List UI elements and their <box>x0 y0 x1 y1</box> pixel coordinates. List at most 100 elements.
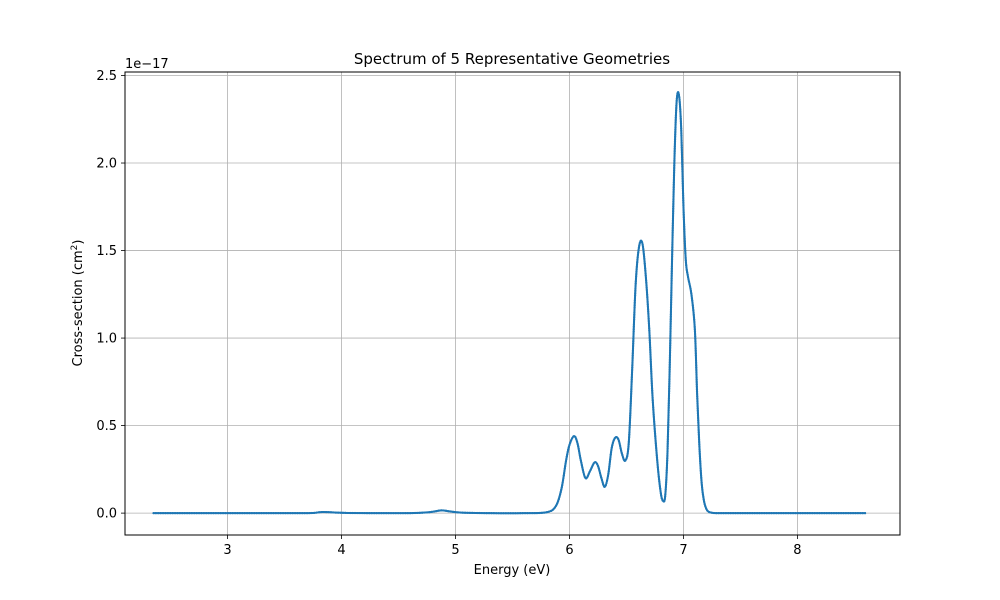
series-point <box>672 198 675 201</box>
series-point <box>674 123 677 126</box>
series-point <box>212 512 215 515</box>
series-point <box>663 500 666 503</box>
series-point <box>648 327 651 330</box>
series-point <box>575 440 579 443</box>
series-point <box>693 323 696 326</box>
series-point <box>413 511 417 515</box>
series-point <box>696 416 700 420</box>
series-point <box>665 476 668 479</box>
series-point <box>631 352 634 355</box>
series-point <box>673 147 676 150</box>
series-point <box>650 387 654 390</box>
series-point <box>859 512 862 515</box>
series-point <box>695 390 699 393</box>
series-point <box>630 376 633 379</box>
series-point <box>226 512 229 515</box>
series-point <box>694 349 697 352</box>
series-point <box>670 284 673 287</box>
series-point <box>521 512 524 515</box>
series-point <box>784 512 788 515</box>
series-point <box>650 379 653 383</box>
series-point <box>756 512 759 515</box>
series-point <box>651 401 654 404</box>
series-point <box>613 437 616 440</box>
series-point <box>690 294 693 297</box>
series-point <box>468 511 471 514</box>
series-point <box>648 343 652 347</box>
series-point <box>685 263 688 267</box>
series-point <box>617 437 620 440</box>
series-point <box>562 474 565 477</box>
series-point <box>780 512 783 515</box>
series-point <box>221 512 225 515</box>
series-point <box>604 484 607 487</box>
series-point <box>670 272 673 275</box>
series-point <box>668 390 671 393</box>
series-point <box>681 184 684 188</box>
series-point <box>702 498 705 501</box>
series-point <box>651 403 655 407</box>
y-tick-label: 2.5 <box>96 69 117 84</box>
series-point <box>454 511 457 514</box>
series-point <box>667 394 671 397</box>
series-point <box>671 243 674 246</box>
series-point <box>610 448 613 451</box>
series-point <box>670 260 674 263</box>
series-point <box>674 116 677 119</box>
series-point <box>651 396 654 399</box>
series-point <box>700 481 703 484</box>
series-point <box>528 511 531 515</box>
series-point <box>620 451 623 454</box>
series-point <box>635 268 638 271</box>
series-point <box>649 353 652 356</box>
series-point <box>559 493 562 496</box>
series-point <box>702 495 705 499</box>
series-point <box>722 512 725 515</box>
series-point <box>628 435 631 439</box>
series-point <box>813 512 816 515</box>
series-point <box>638 244 641 247</box>
series-point <box>712 511 716 515</box>
series-point <box>628 421 632 424</box>
series-point <box>480 511 483 515</box>
series-point <box>631 349 635 352</box>
series-point <box>680 151 684 154</box>
series-point <box>672 171 676 174</box>
series-point <box>699 460 702 463</box>
series-point <box>660 494 663 497</box>
series-point <box>673 150 676 153</box>
series-point <box>650 367 653 371</box>
series-point <box>665 481 668 484</box>
series-point <box>655 456 659 459</box>
series-point <box>770 512 773 515</box>
series-point <box>674 118 677 122</box>
series-point <box>670 258 674 261</box>
series-point <box>485 511 488 515</box>
series-point <box>669 332 672 335</box>
series-point <box>634 277 638 280</box>
series-point <box>421 511 424 514</box>
series-point <box>581 468 584 471</box>
series-point <box>214 512 217 515</box>
series-point <box>629 416 632 419</box>
series-point <box>580 461 583 464</box>
series-point <box>847 512 850 515</box>
series-point <box>844 512 848 515</box>
series-point <box>543 511 546 514</box>
series-point <box>687 280 691 283</box>
series-point <box>694 356 698 360</box>
series-point <box>671 212 675 215</box>
series-point <box>598 469 601 472</box>
series-point <box>698 455 702 458</box>
series-point <box>678 100 681 104</box>
series-point <box>564 460 568 463</box>
series-point <box>650 372 653 375</box>
series-point <box>638 241 641 245</box>
series-point <box>523 511 527 515</box>
series-point <box>635 272 638 276</box>
series-point <box>671 222 674 225</box>
series-point <box>657 470 660 474</box>
series-point <box>642 248 645 251</box>
series-point <box>654 437 657 440</box>
series-point <box>626 455 629 458</box>
